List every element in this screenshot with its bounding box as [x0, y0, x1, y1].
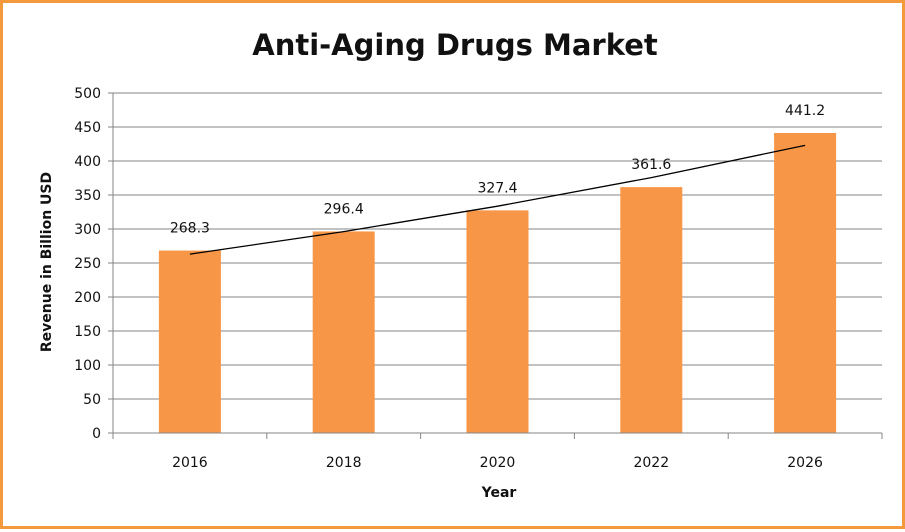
chart-canvas: Anti-Aging Drugs Market 0 50 100 150 200 250 3…: [39, 28, 883, 501]
x-axis-title: Year: [481, 485, 517, 501]
bar: [312, 231, 375, 433]
y-tick-label: 450: [74, 120, 101, 136]
data-label: 361.6: [631, 157, 671, 173]
y-tick-label: 0: [92, 426, 101, 442]
bar: [774, 132, 837, 433]
y-tick-label: 500: [74, 86, 101, 102]
x-tick-label: 2026: [787, 455, 823, 471]
y-tick-label: 100: [74, 358, 101, 374]
bar: [158, 250, 221, 433]
x-tick-label: 2016: [172, 455, 208, 471]
data-label: 268.3: [170, 221, 210, 237]
y-tick-label: 350: [74, 188, 101, 204]
data-label: 327.4: [477, 180, 517, 196]
x-tick-label: 2018: [326, 455, 362, 471]
y-tick-label: 400: [74, 154, 101, 170]
axes: 0 50 100 150 200 250 300 350 400 450 500 2016 2018 20…: [74, 86, 883, 471]
y-tick-label: 50: [83, 392, 101, 408]
y-tick-label: 300: [74, 222, 101, 238]
data-label: 296.4: [324, 201, 364, 217]
y-tick-label: 200: [74, 290, 101, 306]
x-tick-label: 2020: [480, 455, 516, 471]
y-tick-label: 250: [74, 256, 101, 272]
y-tick-label: 150: [74, 324, 101, 340]
trendline-layer: [189, 144, 806, 255]
bar: [620, 187, 683, 433]
bar: [466, 210, 529, 433]
y-axis-title: Revenue in Billion USD: [39, 172, 55, 352]
chart-title: Anti-Aging Drugs Market: [252, 28, 658, 62]
x-tick-label: 2022: [633, 455, 669, 471]
trendline: [189, 144, 806, 255]
data-label: 441.2: [785, 103, 825, 119]
bars: [158, 132, 837, 433]
data-labels: 268.3 296.4 327.4 361.6 441.2: [170, 103, 825, 237]
